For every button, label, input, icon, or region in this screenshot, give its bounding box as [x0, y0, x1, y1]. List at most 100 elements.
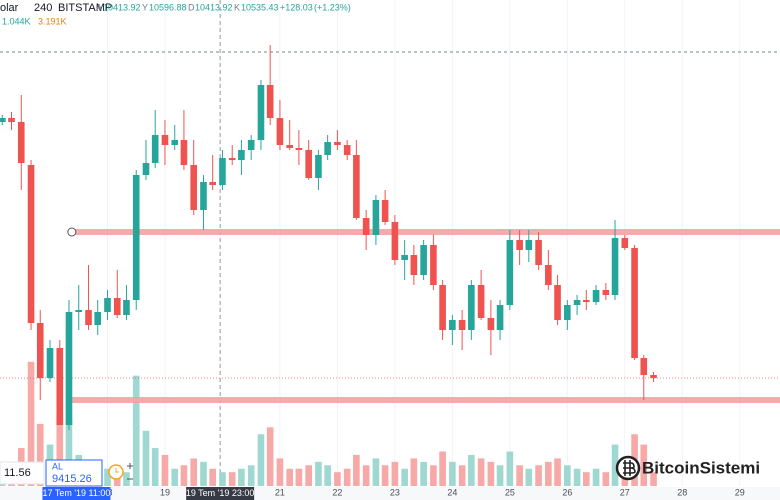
candle-body — [334, 142, 341, 145]
ohlc-value: 10413.92 — [195, 2, 233, 12]
candle-body — [36, 323, 44, 378]
candle-body — [506, 240, 514, 305]
volume-bar — [238, 468, 245, 486]
candle-body — [343, 145, 351, 155]
volume-bar — [516, 465, 523, 486]
ohlc-label: Y — [142, 2, 148, 12]
volume-bar — [247, 465, 255, 486]
volume-bar — [449, 461, 456, 486]
x-tick-label: 28 — [677, 487, 687, 497]
crosshair-label: 19 Tem '19 23:00 — [186, 488, 255, 498]
volume-bar — [56, 413, 64, 486]
x-tick-label: 19 — [160, 487, 170, 497]
candle-body — [238, 150, 245, 160]
x-tick-label: 27 — [620, 487, 630, 497]
candle-body — [85, 310, 92, 325]
candle-body — [180, 140, 188, 165]
volume-bar — [468, 454, 475, 486]
volume-bar — [104, 468, 111, 486]
change: +128.03 — [280, 2, 313, 12]
candle-body — [564, 305, 571, 320]
candle-body — [113, 298, 121, 315]
candle-body — [17, 122, 25, 163]
candle-body — [410, 255, 418, 275]
logo-mark — [623, 460, 636, 476]
candle-body — [171, 140, 179, 145]
candle-body — [439, 285, 446, 330]
volume-bar — [640, 444, 648, 486]
volume-bar — [132, 375, 140, 486]
x-tick-label: 21 — [275, 487, 285, 497]
volume-value: 1.044K — [2, 16, 31, 26]
candle-body — [247, 140, 255, 150]
candle-body — [430, 245, 437, 285]
volume-bar — [228, 472, 236, 486]
candle-body — [602, 290, 610, 295]
volume-bar — [650, 472, 657, 486]
sell-box[interactable] — [0, 461, 45, 485]
candle-body — [305, 150, 312, 178]
volume-bar — [286, 468, 294, 486]
candle-body — [545, 265, 552, 285]
candle-body — [132, 175, 140, 300]
crosshair-label-box — [42, 487, 111, 500]
volume-bar — [487, 461, 495, 486]
volume-bar — [305, 465, 312, 486]
candle-body — [257, 85, 265, 140]
ohlc-label: D — [188, 2, 195, 12]
candle-body — [582, 300, 590, 302]
candle-body — [554, 285, 561, 320]
candle-body — [190, 165, 198, 210]
volume-bar — [65, 420, 73, 486]
x-tick-label: 24 — [447, 487, 457, 497]
volume-bar — [266, 427, 274, 486]
buy-price: 9415.26 — [52, 473, 92, 485]
crosshair-label: 17 Tem '19 11:00 — [42, 488, 110, 498]
clock-hands — [115, 468, 119, 473]
candle-body — [56, 348, 64, 425]
candle-body — [104, 298, 111, 312]
volume-bar — [343, 468, 351, 486]
candle-body — [535, 240, 542, 265]
candle-body — [372, 200, 380, 235]
candle-body — [46, 348, 54, 378]
candle-body — [219, 158, 226, 185]
buy-box[interactable] — [45, 459, 103, 487]
volume-bar — [420, 461, 427, 486]
volume-bar — [276, 458, 284, 486]
candle-body — [209, 182, 216, 185]
volume-bar — [123, 472, 130, 486]
candle-body — [353, 155, 360, 218]
interval: 240 — [34, 2, 52, 14]
candle-body — [650, 375, 657, 378]
candle-body — [228, 158, 236, 160]
candle-body — [640, 358, 648, 375]
volume-bar — [545, 461, 552, 486]
ohlc-value: 10596.88 — [149, 2, 187, 12]
buy-label: AL — [52, 461, 63, 471]
sell-price: 11.56 — [4, 467, 31, 479]
candle-body — [391, 222, 399, 260]
candle-body — [621, 238, 629, 248]
candle-body — [151, 135, 159, 163]
candle-body — [525, 240, 533, 250]
volume-bar — [353, 454, 360, 486]
x-tick-label: 29 — [735, 487, 745, 497]
volume-bar — [362, 465, 370, 486]
candle-body — [295, 148, 303, 150]
exchange: BITSTAMP — [58, 2, 112, 14]
volume-bar — [573, 468, 581, 486]
volume-bar — [554, 458, 561, 486]
candle-body — [94, 312, 102, 325]
candle-body — [75, 310, 83, 312]
volume-bar — [506, 451, 514, 486]
volume-bar — [36, 423, 44, 486]
candle-body — [611, 238, 619, 295]
zoom-buttons[interactable] — [127, 463, 133, 480]
volume-bar — [430, 465, 437, 486]
volume-bar — [219, 472, 226, 486]
ohlc-value: 10413.92 — [103, 2, 141, 12]
volume-bar — [200, 461, 207, 486]
candle-body — [266, 85, 274, 118]
line-handle — [67, 227, 77, 237]
